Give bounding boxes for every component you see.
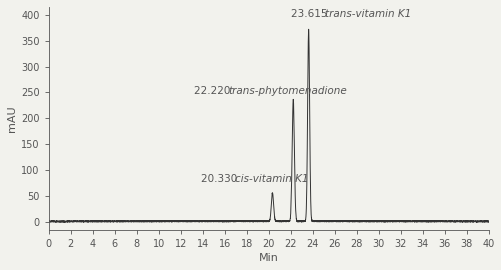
Text: trans-vitamin K1: trans-vitamin K1 [324, 9, 410, 19]
X-axis label: Min: Min [259, 253, 278, 263]
Text: 23.615: 23.615 [290, 9, 330, 19]
Text: cis-vitamin K1: cis-vitamin K1 [234, 174, 308, 184]
Text: 22.220: 22.220 [193, 86, 233, 96]
Y-axis label: mAU: mAU [7, 105, 17, 132]
Text: trans-phytomenadione: trans-phytomenadione [227, 86, 346, 96]
Text: 20.330: 20.330 [200, 174, 239, 184]
